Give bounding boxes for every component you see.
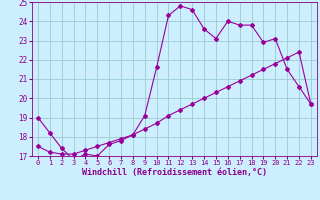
X-axis label: Windchill (Refroidissement éolien,°C): Windchill (Refroidissement éolien,°C) [82, 168, 267, 177]
